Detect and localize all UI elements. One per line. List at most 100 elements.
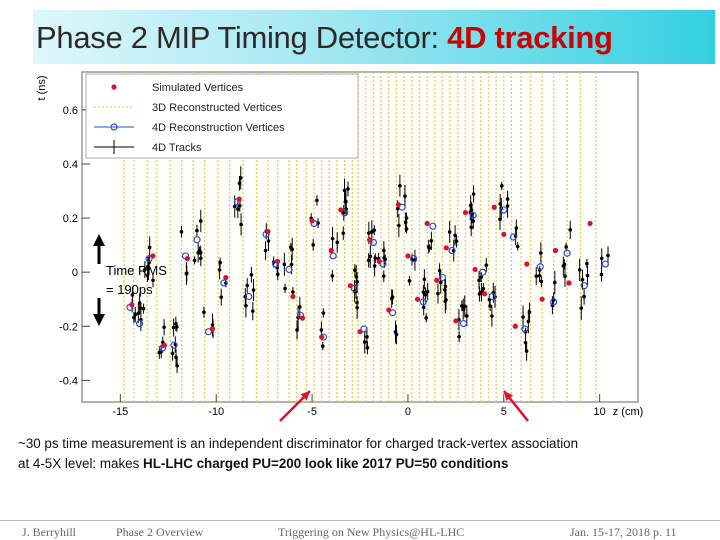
reco4d-vertex-point	[369, 238, 378, 247]
x-axis-label: z (cm)	[613, 406, 644, 418]
track-point	[429, 238, 434, 243]
caption-line-2: at 4-5X level: makes HL-LHC charged PU=2…	[18, 454, 718, 474]
track-point	[477, 278, 481, 283]
track-point	[438, 280, 443, 285]
simulated-vertex-point	[209, 326, 215, 332]
track-point	[457, 334, 461, 339]
vertex-scatter-plot: -0.4 -0.2 0 0.2 0.4 0.6 -15 -10 -5 0 5 10 z (cm) t (n…	[36, 71, 644, 422]
track-point	[398, 183, 402, 188]
track-point	[521, 315, 525, 319]
x-tick-label: 5	[501, 406, 507, 418]
track-point	[367, 231, 371, 235]
simulated-vertex-point	[587, 220, 593, 227]
track-point	[175, 363, 179, 368]
simulated-vertex-point	[290, 293, 296, 300]
slide-title: Phase 2 MIP Timing Detector: 4D tracking	[36, 20, 613, 56]
track-point	[320, 344, 325, 348]
track-point	[346, 187, 350, 191]
simulated-vertex-point	[223, 274, 229, 281]
track-point	[184, 271, 189, 276]
track-point	[315, 198, 319, 203]
track-point	[421, 305, 426, 310]
simulated-vertex-point	[434, 277, 440, 283]
track-point	[407, 279, 412, 283]
track-point	[368, 254, 373, 259]
track-point	[585, 261, 589, 266]
track-point	[562, 262, 567, 267]
track-point	[341, 211, 346, 215]
track-point	[427, 246, 432, 250]
track-point	[251, 309, 255, 313]
track-point	[465, 314, 469, 318]
reco4d-vertex-point	[204, 328, 213, 336]
highlight-arrow-head	[504, 391, 514, 401]
track-point	[199, 256, 203, 261]
track-point	[488, 304, 492, 308]
reco4d-vertex-point	[448, 246, 456, 255]
simulated-vertex-point	[150, 253, 156, 259]
track-point	[582, 294, 586, 299]
legend-marker-reco4d	[110, 123, 118, 131]
simulated-vertex-point	[491, 204, 497, 210]
track-point	[462, 304, 467, 309]
track-point	[422, 277, 427, 282]
reco4d-vertex-point	[429, 222, 437, 230]
reco4d-vertex-point	[438, 273, 447, 282]
simulated-vertex-point	[184, 256, 191, 262]
simulated-vertex-point	[328, 247, 334, 254]
track-point	[330, 274, 335, 278]
track-point	[539, 251, 543, 255]
simulated-vertex-point	[129, 302, 135, 308]
reco4d-vertex-point	[550, 298, 558, 306]
track-point	[365, 335, 369, 339]
track-point	[239, 222, 243, 227]
track-point	[479, 275, 484, 279]
track-point	[395, 206, 400, 211]
track-point	[461, 307, 466, 311]
track-point	[143, 267, 147, 272]
y-tick-label: 0.6	[63, 105, 78, 117]
track-point	[372, 228, 377, 232]
track-point	[251, 288, 256, 292]
simulated-vertex-point	[472, 266, 478, 273]
simulated-vertex-point	[462, 210, 469, 216]
x-tick-label: -5	[307, 406, 317, 418]
track-point	[390, 295, 395, 299]
reco4d-vertex-point	[193, 236, 201, 244]
simulated-vertex-point	[482, 291, 488, 297]
track-point	[202, 310, 206, 314]
track-point	[424, 316, 428, 320]
simulated-vertex-point	[236, 196, 242, 202]
reco4d-vertex-point	[379, 260, 387, 268]
simulated-vertex-point	[299, 315, 306, 321]
track-point	[421, 290, 426, 294]
highlight-arrow-head	[300, 391, 310, 401]
track-point	[341, 231, 346, 235]
reco4d-vertex-point	[500, 206, 508, 214]
track-point	[362, 340, 367, 344]
track-point	[365, 345, 370, 350]
track-point	[366, 258, 371, 263]
track-point	[453, 233, 457, 238]
title-main: Phase 2 MIP Timing Detector:	[36, 20, 448, 55]
legend-box	[85, 73, 359, 159]
track-point	[263, 248, 268, 253]
y-axis-label: t (ns)	[36, 75, 48, 100]
simulated-vertex-point	[376, 258, 382, 264]
track-point	[393, 330, 398, 334]
legend-label: 3D Reconstructed Vertices	[152, 102, 283, 114]
track-point	[606, 253, 610, 258]
simulated-vertex-point	[552, 247, 559, 254]
track-point	[130, 293, 135, 297]
track-point	[382, 255, 386, 260]
track-point	[585, 273, 590, 278]
track-point	[499, 184, 504, 188]
track-point	[244, 303, 248, 308]
track-point	[319, 328, 324, 332]
track-point	[174, 355, 178, 360]
track-point	[468, 203, 473, 208]
track-point	[217, 268, 222, 272]
footer-author: J. Berryhill	[22, 525, 76, 539]
reco4d-vertex-point	[350, 284, 358, 292]
y-tick-label: 0.4	[63, 159, 78, 171]
